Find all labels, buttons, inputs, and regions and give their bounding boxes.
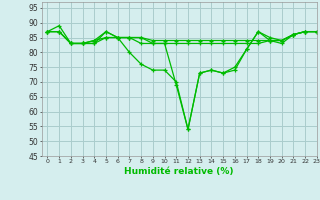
- X-axis label: Humidité relative (%): Humidité relative (%): [124, 167, 234, 176]
